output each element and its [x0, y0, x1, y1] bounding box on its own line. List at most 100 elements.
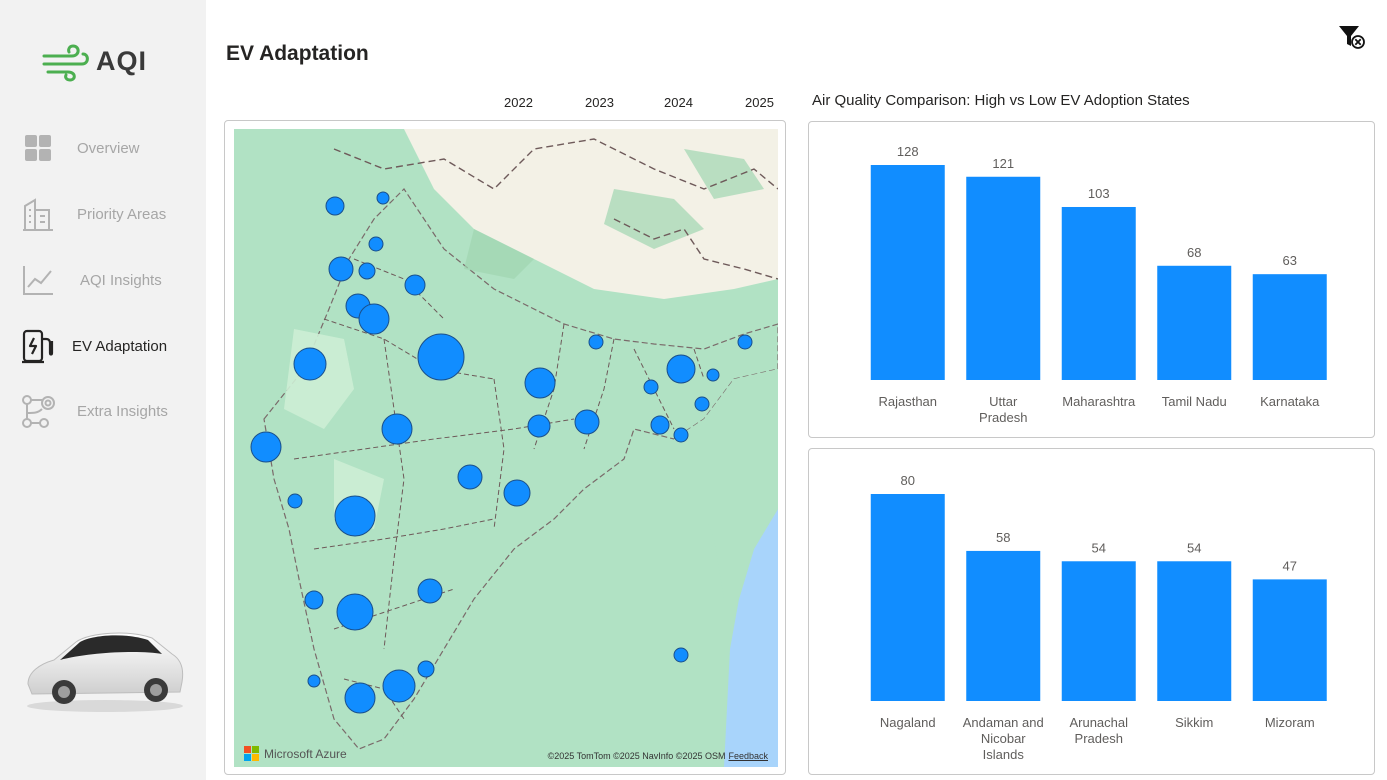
grid-icon: [20, 130, 56, 166]
map-bubble[interactable]: [588, 334, 604, 350]
data-label: 128: [897, 144, 919, 159]
bar-tamil-nadu[interactable]: [1157, 265, 1232, 380]
map-bubble[interactable]: [650, 415, 670, 435]
year-slicer: 2022 2023 2024 2025: [480, 95, 790, 113]
sidebar-item-label: Priority Areas: [77, 205, 167, 223]
data-label: 47: [1283, 558, 1297, 573]
map-bubble[interactable]: [250, 431, 282, 463]
data-label: 103: [1088, 186, 1110, 201]
international-borders: [333, 138, 778, 280]
map-bubble[interactable]: [417, 660, 435, 678]
logo-text: AQI: [96, 45, 148, 76]
map-bubble[interactable]: [574, 409, 600, 435]
bar-andaman-and-nicobar-islands[interactable]: [966, 550, 1041, 701]
data-label: 80: [901, 473, 915, 488]
map-bubble[interactable]: [304, 590, 324, 610]
map-bubble[interactable]: [336, 593, 374, 631]
map-bubble[interactable]: [293, 347, 327, 381]
map-canvas: [234, 129, 778, 767]
bar-maharashtra[interactable]: [1061, 206, 1136, 380]
sidebar: AQI Overview Priority Areas AQI Insights: [0, 0, 206, 780]
car-image: [27, 632, 184, 712]
year-option-2025[interactable]: 2025: [745, 95, 774, 110]
map-bubble[interactable]: [666, 354, 696, 384]
category-label: Uttar: [989, 394, 1018, 409]
map-attribution: ©2025 TomTom ©2025 NavInfo ©2025 OSM Feed…: [548, 751, 768, 761]
data-label: 54: [1092, 540, 1106, 555]
microsoft-logo-icon: [244, 746, 259, 761]
map-visual: Microsoft Azure ©2025 TomTom ©2025 NavIn…: [224, 120, 786, 775]
map-bubble[interactable]: [307, 674, 321, 688]
map-bubble[interactable]: [334, 495, 376, 537]
category-label: Pradesh: [979, 410, 1027, 425]
map-bubble[interactable]: [694, 396, 710, 412]
map-bubble[interactable]: [503, 479, 531, 507]
high-ev-adoption-chart: 128 Rajasthan 121 Uttar Pradesh 103 Maharashtr…: [808, 121, 1375, 438]
map-bubble[interactable]: [417, 333, 465, 381]
bar-mizoram[interactable]: [1252, 579, 1327, 701]
myanmar-coast: [674, 369, 778, 599]
data-label: 63: [1283, 253, 1297, 268]
map-bubble[interactable]: [328, 256, 354, 282]
map-bubble[interactable]: [358, 303, 390, 335]
map-bubble[interactable]: [287, 493, 303, 509]
category-label: Arunachal: [1069, 715, 1128, 730]
bar-rajasthan[interactable]: [870, 165, 945, 380]
map-bubble[interactable]: [527, 414, 551, 438]
category-label: Maharashtra: [1062, 394, 1136, 409]
category-label: Rajasthan: [878, 394, 937, 409]
year-option-2023[interactable]: 2023: [585, 95, 614, 110]
map-bubble[interactable]: [524, 367, 556, 399]
map-bubble[interactable]: [673, 647, 689, 663]
bar-uttar-pradesh[interactable]: [966, 176, 1041, 380]
map-bubble[interactable]: [643, 379, 659, 395]
category-label: Nicobar: [981, 731, 1026, 746]
bar-nagaland[interactable]: [870, 494, 945, 701]
category-label: Karnataka: [1260, 394, 1320, 409]
map-bubble[interactable]: [737, 334, 753, 350]
data-label: 54: [1187, 540, 1201, 555]
sidebar-item-priority-areas[interactable]: Priority Areas: [20, 192, 200, 236]
bar-arunachal-pradesh[interactable]: [1061, 561, 1136, 701]
nodes-icon: [20, 393, 56, 429]
sidebar-item-ev-adaptation[interactable]: EV Adaptation: [20, 324, 200, 368]
sidebar-item-aqi-insights[interactable]: AQI Insights: [20, 258, 200, 302]
chart-title: Air Quality Comparison: High vs Low EV A…: [812, 92, 1190, 109]
sidebar-item-overview[interactable]: Overview: [20, 126, 200, 170]
category-label: Pradesh: [1075, 731, 1123, 746]
feedback-link[interactable]: Feedback: [728, 751, 768, 761]
map-bubble[interactable]: [417, 578, 443, 604]
map-bubble[interactable]: [358, 262, 376, 280]
map-bubble[interactable]: [404, 274, 426, 296]
bar-sikkim[interactable]: [1157, 561, 1232, 701]
bubble-layer: [250, 191, 753, 714]
sidebar-item-label: EV Adaptation: [72, 337, 168, 355]
year-option-2024[interactable]: 2024: [664, 95, 693, 110]
map-bubble[interactable]: [368, 236, 384, 252]
category-label: Sikkim: [1175, 715, 1213, 730]
map-bubble[interactable]: [706, 368, 720, 382]
map-bubble[interactable]: [673, 427, 689, 443]
bar-karnataka[interactable]: [1252, 274, 1327, 380]
line-chart-icon: [20, 262, 56, 298]
map-attribution-text: ©2025 TomTom ©2025 NavInfo ©2025 OSM: [547, 751, 726, 761]
map-bubble[interactable]: [344, 682, 376, 714]
map-bubble[interactable]: [457, 464, 483, 490]
clear-filter-icon[interactable]: [1338, 24, 1368, 52]
map-bubble[interactable]: [376, 191, 390, 205]
low-ev-adoption-chart: 80 Nagaland 58 Andaman and Nicobar Islands 54 A…: [808, 448, 1375, 775]
sidebar-item-label: Overview: [77, 139, 140, 157]
sidebar-item-extra-insights[interactable]: Extra Insights: [20, 389, 200, 433]
category-label: Mizoram: [1265, 715, 1315, 730]
map-bubble[interactable]: [382, 669, 416, 703]
data-label: 68: [1187, 245, 1201, 260]
map-bubble[interactable]: [325, 196, 345, 216]
india-bubble-map[interactable]: Microsoft Azure ©2025 TomTom ©2025 NavIn…: [234, 129, 778, 767]
buildings-icon: [20, 196, 56, 232]
sri-lanka: [402, 719, 429, 767]
sidebar-item-label: Extra Insights: [77, 402, 168, 420]
category-label: Andaman and: [963, 715, 1044, 730]
year-option-2022[interactable]: 2022: [504, 95, 533, 110]
map-bubble[interactable]: [381, 413, 413, 445]
